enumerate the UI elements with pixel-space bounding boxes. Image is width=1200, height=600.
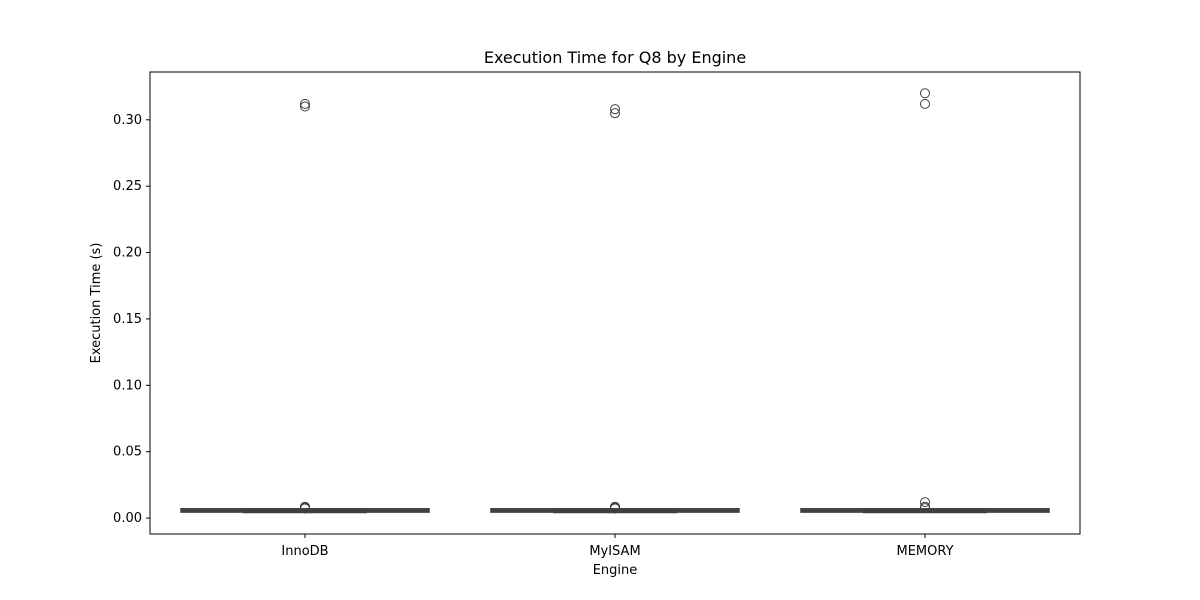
boxes xyxy=(180,88,1050,514)
box-myisam xyxy=(490,104,740,514)
outlier-point xyxy=(300,503,310,514)
y-tick-label: 0.05 xyxy=(113,445,142,460)
outlier-point xyxy=(920,497,930,508)
x-tick-label: MEMORY xyxy=(896,544,953,559)
x-axis: InnoDB MyISAM MEMORY xyxy=(281,534,954,559)
outlier-point xyxy=(300,101,310,112)
outlier-point xyxy=(300,98,310,109)
y-tick-label: 0.00 xyxy=(113,511,142,526)
outlier-point xyxy=(920,88,930,99)
x-tick-label: InnoDB xyxy=(281,544,328,559)
y-tick-label: 0.25 xyxy=(113,179,142,194)
outlier-point xyxy=(920,503,930,514)
y-tick-label: 0.30 xyxy=(113,113,142,128)
outlier-point xyxy=(920,98,930,109)
outlier-point xyxy=(610,108,620,119)
y-axis: 0.00 0.05 0.10 0.15 0.20 0.25 0.30 xyxy=(113,113,150,526)
outlier-point xyxy=(610,503,620,514)
outlier-point xyxy=(610,104,620,115)
y-tick-label: 0.10 xyxy=(113,378,142,393)
box-memory xyxy=(800,88,1050,514)
box-innodb xyxy=(180,98,430,514)
x-axis-title: Engine xyxy=(593,563,638,578)
y-tick-label: 0.15 xyxy=(113,312,142,327)
plot-frame xyxy=(149,71,1081,535)
y-tick-label: 0.20 xyxy=(113,246,142,261)
y-axis-title: Execution Time (s) xyxy=(89,243,104,364)
x-tick-label: MyISAM xyxy=(589,544,640,559)
chart-title: Execution Time for Q8 by Engine xyxy=(484,48,746,67)
